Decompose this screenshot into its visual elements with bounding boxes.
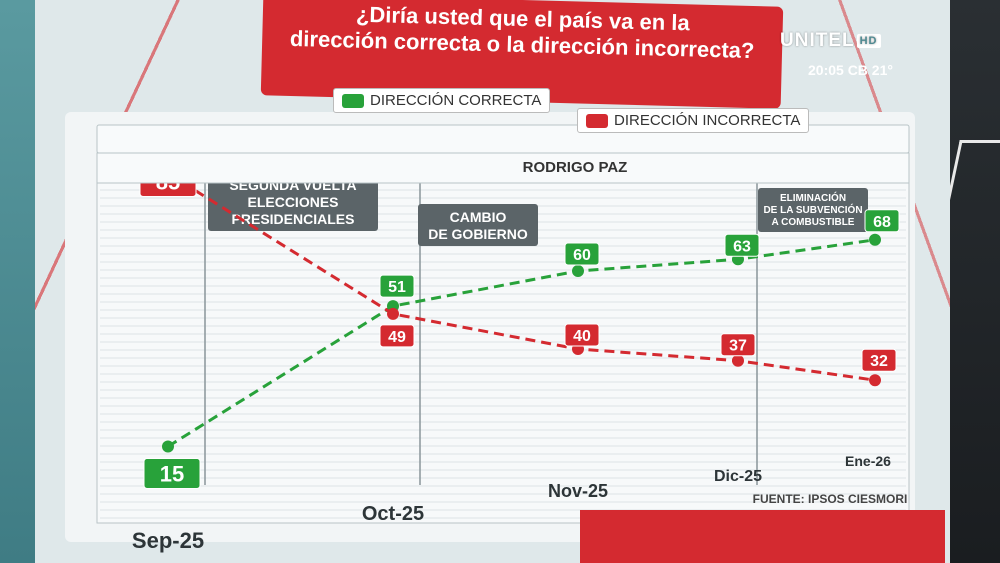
data-label-box <box>143 458 201 489</box>
data-label: 51 <box>388 279 406 296</box>
data-label: 40 <box>573 328 591 345</box>
data-label-box <box>379 274 415 298</box>
annotation-text: DE GOBIERNO <box>428 226 528 242</box>
data-point <box>387 307 399 320</box>
annotation-box <box>758 188 868 232</box>
data-point <box>732 354 744 367</box>
legend-swatch-red <box>586 113 608 128</box>
channel-logo: UNITEL HD <box>780 30 881 52</box>
data-label: 37 <box>729 338 747 355</box>
data-label-box <box>861 348 897 372</box>
data-label-box <box>379 324 415 348</box>
channel-name: UNITEL <box>780 30 855 51</box>
x-axis-ticks: Sep-25 Oct-25 Nov-25 Dic-25 Ene-26 <box>132 453 891 553</box>
footer-red-bar <box>580 510 945 563</box>
annotation-box <box>418 204 538 246</box>
data-point <box>869 233 881 246</box>
panel-title: RODRIGO PAZ <box>523 159 628 176</box>
data-label: 60 <box>573 247 591 264</box>
data-label: 63 <box>733 238 751 255</box>
annotation-text: DE LA SUBVENCIÓN <box>763 203 862 216</box>
x-tick-label: Ene-26 <box>845 453 891 469</box>
legend-item-correcta: DIRECCIÓN CORRECTA <box>333 88 551 113</box>
annotation-box <box>208 172 378 231</box>
data-point <box>869 374 881 387</box>
x-tick-label: Dic-25 <box>714 468 762 485</box>
x-tick-label: Sep-25 <box>132 528 204 553</box>
data-labels: 15516063688549403732 <box>139 166 900 489</box>
data-label: 68 <box>873 214 891 231</box>
data-label: 32 <box>870 353 888 370</box>
data-label-box <box>864 209 900 233</box>
chart-series <box>162 167 881 453</box>
legend-label-correcta: DIRECCIÓN CORRECTA <box>370 92 542 109</box>
data-label-box <box>720 333 756 357</box>
data-label-box <box>564 242 600 266</box>
legend-swatch-green <box>342 93 364 108</box>
annotation-text: PRESIDENCIALES <box>232 211 355 227</box>
data-label-box <box>724 233 760 257</box>
hd-badge: HD <box>856 33 881 48</box>
annotation-text: ELECCIONES <box>247 194 338 210</box>
annotation-text: A COMBUSTIBLE <box>772 217 855 228</box>
data-point <box>572 265 584 277</box>
legend-item-incorrecta: DIRECCIÓN INCORRECTA <box>577 108 810 133</box>
data-label-box <box>564 323 600 347</box>
data-label: 15 <box>160 462 184 487</box>
data-point <box>162 440 174 453</box>
data-label: 49 <box>388 329 406 346</box>
annotation-text: CAMBIO <box>450 209 507 225</box>
legend-label-incorrecta: DIRECCIÓN INCORRECTA <box>614 112 801 129</box>
chart-legend: DIRECCIÓN CORRECTA DIRECCIÓN INCORRECTA <box>325 82 810 136</box>
x-tick-label: Nov-25 <box>548 481 608 501</box>
annotation-text: ELIMINACIÓN <box>780 191 846 204</box>
x-tick-label: Oct-25 <box>362 503 424 525</box>
source-note: FUENTE: IPSOS CIESMORI <box>753 492 908 506</box>
clock-weather: 20:05 CB 21° <box>808 62 893 78</box>
